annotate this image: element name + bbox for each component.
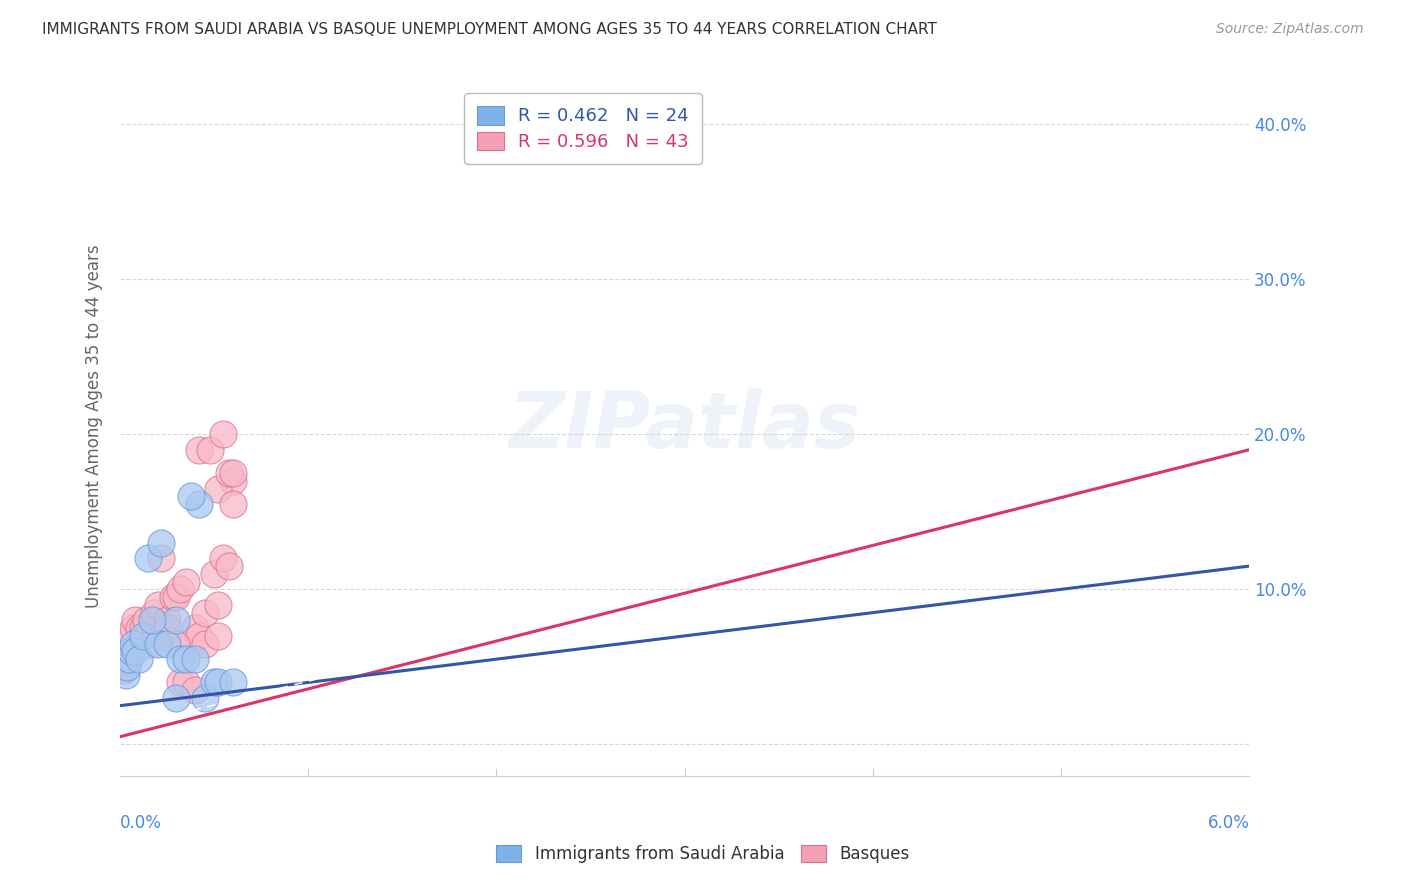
Point — [146, 598, 169, 612]
Point — [212, 427, 235, 442]
Point — [117, 660, 139, 674]
Point — [117, 652, 139, 666]
Point — [200, 442, 222, 457]
Point — [188, 629, 211, 643]
Point — [174, 675, 197, 690]
Point — [218, 466, 240, 480]
Point — [150, 551, 173, 566]
Point — [165, 690, 187, 705]
Point — [222, 675, 245, 690]
Point — [207, 629, 229, 643]
Point — [141, 613, 163, 627]
Point — [194, 606, 217, 620]
Point — [212, 551, 235, 566]
Point — [169, 652, 191, 666]
Point — [112, 663, 135, 677]
Point — [156, 637, 179, 651]
Point — [188, 442, 211, 457]
Point — [120, 644, 142, 658]
Point — [184, 652, 207, 666]
Legend: Immigrants from Saudi Arabia, Basques: Immigrants from Saudi Arabia, Basques — [486, 835, 920, 873]
Point — [188, 497, 211, 511]
Point — [169, 675, 191, 690]
Point — [222, 474, 245, 488]
Point — [122, 621, 145, 635]
Point — [142, 606, 165, 620]
Text: ZIPatlas: ZIPatlas — [509, 389, 860, 465]
Text: 0.0%: 0.0% — [120, 814, 162, 832]
Point — [165, 590, 187, 604]
Point — [128, 621, 150, 635]
Point — [194, 637, 217, 651]
Point — [139, 637, 162, 651]
Point — [194, 690, 217, 705]
Point — [184, 621, 207, 635]
Point — [135, 613, 157, 627]
Text: Source: ZipAtlas.com: Source: ZipAtlas.com — [1216, 22, 1364, 37]
Point — [174, 652, 197, 666]
Point — [169, 582, 191, 597]
Point — [222, 466, 245, 480]
Point — [150, 629, 173, 643]
Point — [207, 482, 229, 496]
Point — [124, 644, 146, 658]
Point — [156, 621, 179, 635]
Point — [120, 629, 142, 643]
Point — [122, 637, 145, 651]
Point — [202, 566, 225, 581]
Point — [202, 675, 225, 690]
Point — [136, 551, 159, 566]
Point — [118, 652, 141, 666]
Point — [222, 497, 245, 511]
Point — [184, 683, 207, 698]
Point — [118, 644, 141, 658]
Point — [128, 652, 150, 666]
Point — [180, 489, 202, 503]
Point — [156, 613, 179, 627]
Point — [207, 598, 229, 612]
Y-axis label: Unemployment Among Ages 35 to 44 years: Unemployment Among Ages 35 to 44 years — [86, 244, 103, 608]
Point — [218, 559, 240, 574]
Legend: R = 0.462   N = 24, R = 0.596   N = 43: R = 0.462 N = 24, R = 0.596 N = 43 — [464, 94, 702, 164]
Text: IMMIGRANTS FROM SAUDI ARABIA VS BASQUE UNEMPLOYMENT AMONG AGES 35 TO 44 YEARS CO: IMMIGRANTS FROM SAUDI ARABIA VS BASQUE U… — [42, 22, 936, 37]
Point — [162, 590, 184, 604]
Point — [180, 637, 202, 651]
Text: 6.0%: 6.0% — [1208, 814, 1250, 832]
Point — [146, 637, 169, 651]
Point — [207, 675, 229, 690]
Point — [150, 536, 173, 550]
Point — [165, 613, 187, 627]
Point — [174, 574, 197, 589]
Point — [124, 613, 146, 627]
Point — [114, 660, 136, 674]
Point — [114, 667, 136, 681]
Point — [131, 621, 153, 635]
Point — [165, 637, 187, 651]
Point — [131, 629, 153, 643]
